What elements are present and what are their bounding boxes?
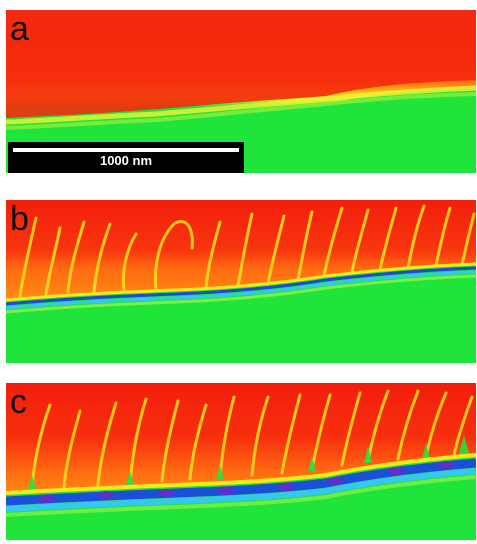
scale-bar-line bbox=[13, 148, 239, 152]
phase-field-image-a bbox=[6, 10, 476, 173]
scale-bar: 1000 nm bbox=[8, 142, 244, 173]
micrograph-panel-b: b bbox=[6, 200, 476, 363]
panel-label-b: b bbox=[10, 200, 29, 238]
micrograph-panel-a: a 1000 nm bbox=[6, 10, 476, 173]
panel-label-c: c bbox=[10, 383, 27, 421]
phase-field-image-b bbox=[6, 200, 476, 363]
phase-field-image-c bbox=[6, 383, 476, 540]
panel-label-a: a bbox=[10, 10, 29, 48]
micrograph-panel-c: c bbox=[6, 383, 476, 540]
scale-bar-label: 1000 nm bbox=[99, 153, 153, 168]
